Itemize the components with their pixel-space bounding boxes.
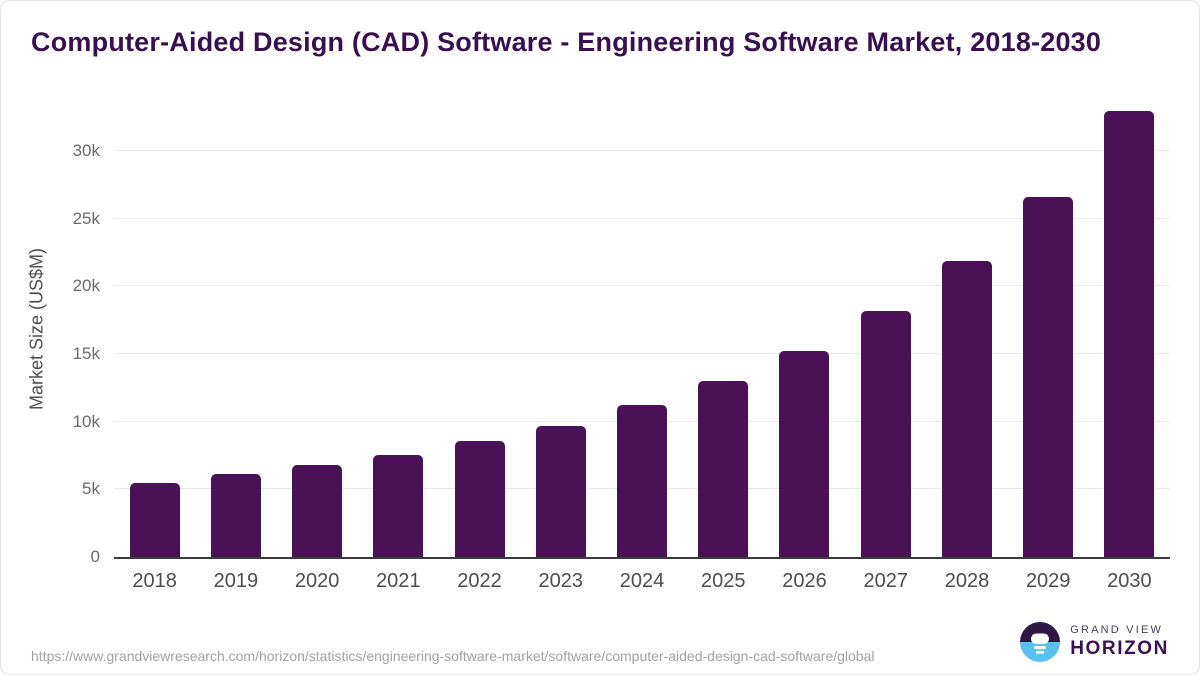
bar-slot-2022: 2022 — [439, 99, 520, 592]
bar-slot-2026: 2026 — [764, 99, 845, 592]
x-tick-label-2019: 2019 — [213, 570, 259, 592]
bar-2027[interactable] — [860, 311, 911, 557]
bar-2021[interactable] — [373, 454, 424, 557]
x-tick-label-2023: 2023 — [538, 570, 584, 592]
bar-slot-2023: 2023 — [520, 99, 601, 592]
y-tick-label-5k: 5k — [82, 479, 100, 499]
x-tick-label-2021: 2021 — [376, 570, 421, 592]
y-tick-label-30k: 30k — [72, 141, 100, 161]
gridline-20k — [114, 285, 1170, 287]
bar-slot-2020: 2020 — [276, 99, 357, 592]
y-tick-label-10k: 10k — [72, 411, 100, 431]
x-tick-label-2028: 2028 — [944, 570, 990, 592]
gridline-25k — [114, 217, 1170, 219]
brand-name-bottom: HORIZON — [1070, 638, 1169, 659]
bar-2028[interactable] — [941, 261, 992, 557]
y-tick-label-0: 0 — [90, 547, 100, 566]
bar-2024[interactable] — [617, 405, 668, 557]
source-url: https://www.grandviewresearch.com/horizo… — [31, 648, 875, 664]
bar-2029[interactable] — [1023, 197, 1074, 557]
bar-slot-2029: 2029 — [1008, 99, 1089, 592]
logo-text: GRAND VIEW HORIZON — [1070, 624, 1169, 660]
x-tick-label-2029: 2029 — [1025, 570, 1071, 592]
x-tick-label-2026: 2026 — [782, 570, 827, 592]
bar-slot-2024: 2024 — [601, 99, 682, 592]
plot-area: 0 5k 10k 15k 20k 25k 30k 2018 2019 2020 2021 2022 2… — [73, 99, 1170, 592]
x-tick-label-2025: 2025 — [701, 570, 746, 592]
bar-slot-2019: 2019 — [195, 99, 276, 592]
y-tick-label-25k: 25k — [72, 208, 100, 228]
chart-title: Computer-Aided Design (CAD) Software - E… — [31, 27, 1102, 57]
bar-2023[interactable] — [535, 425, 586, 557]
x-tick-label-2020: 2020 — [294, 570, 340, 592]
bar-2019[interactable] — [210, 473, 261, 557]
x-tick-label-2022: 2022 — [457, 570, 502, 592]
grandview-horizon-logo: GRAND VIEW HORIZON — [1020, 622, 1169, 662]
bar-slot-2030: 2030 — [1089, 99, 1170, 592]
x-tick-label-2030: 2030 — [1107, 570, 1152, 592]
x-tick-label-2018: 2018 — [132, 570, 177, 592]
x-tick-label-2027: 2027 — [863, 570, 908, 592]
gridline-15k — [114, 353, 1170, 355]
bar-slot-2018: 2018 — [114, 99, 195, 592]
bar-2018[interactable] — [129, 483, 180, 557]
bar-slot-2027: 2027 — [845, 99, 926, 592]
brand-name-top: GRAND VIEW — [1070, 624, 1164, 636]
bar-2022[interactable] — [454, 441, 505, 557]
bar-series: 2018 2019 2020 2021 2022 2023 2024 2025 2026 2027… — [114, 99, 1170, 592]
x-tick-label-2024: 2024 — [619, 570, 665, 592]
bar-slot-2021: 2021 — [358, 99, 439, 592]
bar-2025[interactable] — [698, 381, 749, 557]
bar-2030[interactable] — [1104, 110, 1155, 557]
y-tick-label-20k: 20k — [72, 276, 100, 296]
bar-2020[interactable] — [292, 465, 343, 557]
bar-slot-2028: 2028 — [926, 99, 1007, 592]
horizon-logo-icon — [1020, 622, 1061, 662]
bar-2026[interactable] — [779, 351, 830, 557]
y-tick-label-15k: 15k — [72, 344, 100, 364]
gridline-30k — [114, 150, 1170, 152]
bar-slot-2025: 2025 — [683, 99, 764, 592]
